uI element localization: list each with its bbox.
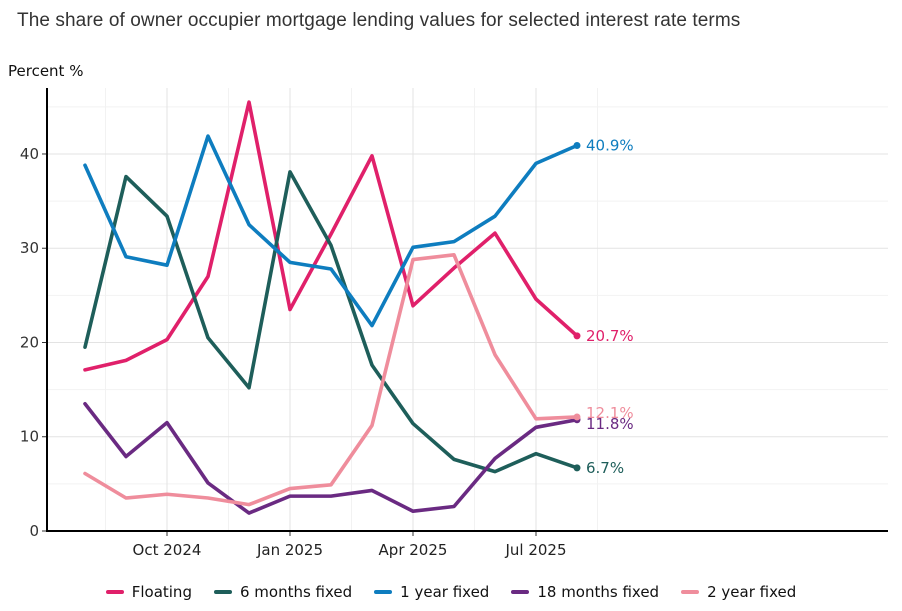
x-tick-label: Oct 2024 bbox=[133, 541, 202, 559]
legend-label: 2 year fixed bbox=[707, 583, 797, 601]
legend-label: 1 year fixed bbox=[400, 583, 490, 601]
x-tick-label: Jan 2025 bbox=[256, 541, 323, 559]
y-tick-label: 10 bbox=[20, 428, 39, 446]
legend-item-1-year-fixed: 1 year fixed bbox=[374, 583, 489, 601]
floating-end-label: 20.7% bbox=[586, 327, 634, 345]
chart-legend: Floating 6 months fixed 1 year fixed 18 mon… bbox=[0, 583, 902, 601]
6-months-fixed-end-point bbox=[573, 464, 581, 472]
legend-label: Floating bbox=[131, 583, 192, 601]
y-tick-label: 30 bbox=[20, 239, 39, 257]
y-axis-label: Percent % bbox=[8, 62, 84, 80]
6-months-fixed-line bbox=[83, 170, 579, 474]
floating-end-point bbox=[573, 332, 581, 340]
floating-line bbox=[83, 100, 579, 372]
legend-swatch bbox=[105, 590, 124, 594]
legend-swatch bbox=[213, 590, 232, 594]
legend-item-2-year-fixed: 2 year fixed bbox=[681, 583, 796, 601]
18-months-fixed-end-label: 11.8% bbox=[586, 415, 634, 433]
legend-item-floating: Floating bbox=[105, 583, 192, 601]
6-months-fixed-end-label: 6.7% bbox=[586, 459, 624, 477]
x-tick-label: Apr 2025 bbox=[379, 541, 448, 559]
2-year-fixed-line bbox=[83, 253, 579, 507]
legend-swatch bbox=[681, 590, 700, 594]
1-year-fixed-end-point bbox=[573, 141, 581, 149]
legend-swatch bbox=[511, 590, 530, 594]
legend-item-18-months-fixed: 18 months fixed bbox=[511, 583, 659, 601]
legend-item-6-months-fixed: 6 months fixed bbox=[213, 583, 353, 601]
y-tick-label: 20 bbox=[20, 333, 39, 351]
1-year-fixed-line bbox=[83, 134, 579, 328]
y-tick-label: 40 bbox=[20, 145, 39, 163]
legend-label: 6 months fixed bbox=[239, 583, 353, 601]
1-year-fixed-end-label: 40.9% bbox=[586, 136, 634, 154]
18-months-fixed-line bbox=[83, 401, 579, 515]
x-tick-label: Jul 2025 bbox=[504, 541, 566, 559]
chart-title: The share of owner occupier mortgage len… bbox=[17, 10, 741, 31]
2-year-fixed-end-label: 12.1% bbox=[586, 404, 634, 422]
2-year-fixed-end-point bbox=[573, 413, 581, 421]
y-tick-label: 0 bbox=[29, 522, 39, 540]
legend-label: 18 months fixed bbox=[537, 583, 660, 601]
legend-swatch bbox=[374, 590, 393, 594]
